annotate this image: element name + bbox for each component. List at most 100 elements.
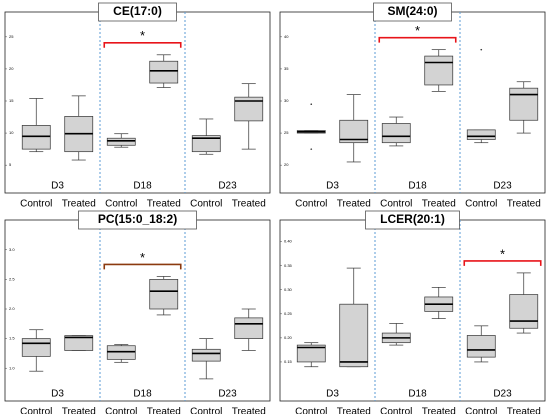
x-tick-label: Treated bbox=[422, 407, 456, 414]
group-label: D23 bbox=[218, 389, 237, 400]
panel-frame bbox=[4, 219, 271, 402]
group-label: D3 bbox=[51, 389, 64, 400]
group-label: D23 bbox=[493, 389, 512, 400]
significance-bracket bbox=[463, 260, 542, 266]
y-tick-label: 20 bbox=[9, 66, 14, 71]
box bbox=[149, 279, 179, 310]
x-tick-label: Treated bbox=[507, 199, 541, 210]
outlier bbox=[480, 48, 483, 51]
x-tick-label: Control bbox=[105, 199, 137, 210]
x-tick-label: Treated bbox=[337, 407, 371, 414]
box bbox=[234, 96, 264, 122]
y-tick-label: 25 bbox=[9, 34, 14, 39]
x-tick-label: Control bbox=[20, 407, 52, 414]
x-tick-label: Control bbox=[190, 199, 222, 210]
panel-frame bbox=[279, 11, 546, 194]
outlier bbox=[310, 148, 313, 150]
box bbox=[339, 119, 369, 144]
box bbox=[509, 87, 539, 121]
title-box bbox=[365, 210, 460, 230]
y-tick-label: 2.0 bbox=[9, 306, 15, 311]
x-tick-label: Treated bbox=[507, 407, 541, 414]
y-tick-label: 0.15 bbox=[284, 359, 293, 364]
box bbox=[21, 125, 51, 150]
box bbox=[64, 335, 94, 351]
x-tick-label: Control bbox=[295, 407, 327, 414]
outlier bbox=[310, 103, 313, 106]
x-tick-label: Control bbox=[465, 407, 497, 414]
group-label: D23 bbox=[493, 181, 512, 192]
x-tick-label: Treated bbox=[232, 407, 266, 414]
group-label: D23 bbox=[218, 181, 237, 192]
x-tick-label: Control bbox=[190, 407, 222, 414]
box bbox=[106, 137, 136, 146]
significance-mark: * bbox=[415, 23, 420, 38]
y-tick-label: 10 bbox=[9, 130, 14, 135]
group-label: D3 bbox=[326, 181, 339, 192]
significance-mark: * bbox=[140, 28, 145, 43]
x-tick-label: Control bbox=[20, 199, 52, 210]
box bbox=[296, 344, 326, 363]
box bbox=[191, 135, 221, 153]
y-tick-label: 0.20 bbox=[284, 335, 293, 340]
group-label: D18 bbox=[133, 389, 152, 400]
box bbox=[21, 338, 51, 357]
title-box bbox=[373, 2, 452, 22]
significance-bracket bbox=[378, 36, 457, 43]
x-tick-label: Control bbox=[380, 199, 412, 210]
x-tick-label: Control bbox=[380, 407, 412, 414]
panel-title: SM(24:0) bbox=[387, 4, 437, 18]
x-tick-label: Treated bbox=[62, 407, 96, 414]
y-tick-label: 40 bbox=[284, 34, 289, 39]
title-box bbox=[98, 2, 177, 22]
panel-frame bbox=[279, 219, 546, 402]
panel-title: PC(15:0_18:2) bbox=[98, 212, 177, 226]
y-tick-label: 0.40 bbox=[284, 239, 293, 244]
panel-frame bbox=[4, 11, 271, 194]
y-tick-label: 1.5 bbox=[9, 336, 15, 341]
y-tick-label: 0.30 bbox=[284, 287, 293, 292]
x-tick-label: Control bbox=[295, 199, 327, 210]
panel-title: CE(17:0) bbox=[113, 4, 162, 18]
group-label: D18 bbox=[408, 389, 427, 400]
y-tick-label: 15 bbox=[9, 98, 14, 103]
x-tick-label: Control bbox=[105, 407, 137, 414]
group-label: D18 bbox=[408, 181, 427, 192]
box bbox=[234, 317, 264, 339]
significance-mark: * bbox=[140, 250, 145, 265]
box bbox=[466, 129, 496, 140]
y-tick-label: 30 bbox=[284, 98, 289, 103]
box bbox=[466, 335, 496, 358]
significance-mark: * bbox=[500, 246, 505, 261]
x-tick-label: Treated bbox=[147, 199, 181, 210]
box bbox=[149, 60, 179, 84]
y-tick-label: 3.0 bbox=[9, 247, 15, 252]
y-tick-label: 0.25 bbox=[284, 311, 293, 316]
y-tick-label: 2.5 bbox=[9, 276, 15, 281]
x-tick-label: Control bbox=[465, 199, 497, 210]
significance-bracket bbox=[103, 42, 182, 48]
box bbox=[106, 345, 136, 360]
x-tick-label: Treated bbox=[337, 199, 371, 210]
significance-bracket bbox=[103, 263, 182, 270]
box bbox=[424, 55, 454, 86]
box bbox=[339, 303, 369, 368]
y-tick-label: 0.35 bbox=[284, 263, 293, 268]
y-tick-label: 25 bbox=[284, 130, 289, 135]
box bbox=[509, 294, 539, 329]
x-tick-label: Treated bbox=[232, 199, 266, 210]
y-tick-label: 1.0 bbox=[9, 365, 15, 370]
x-tick-label: Treated bbox=[62, 199, 96, 210]
box bbox=[381, 123, 411, 144]
title-box bbox=[78, 210, 197, 230]
y-tick-label: 5 bbox=[9, 162, 12, 167]
y-tick-label: 35 bbox=[284, 66, 289, 71]
panel-title: LCER(20:1) bbox=[380, 212, 445, 226]
group-label: D3 bbox=[326, 389, 339, 400]
group-label: D3 bbox=[51, 181, 64, 192]
box bbox=[191, 348, 221, 362]
y-tick-label: 20 bbox=[284, 162, 289, 167]
x-tick-label: Treated bbox=[147, 407, 181, 414]
x-tick-label: Treated bbox=[422, 199, 456, 210]
